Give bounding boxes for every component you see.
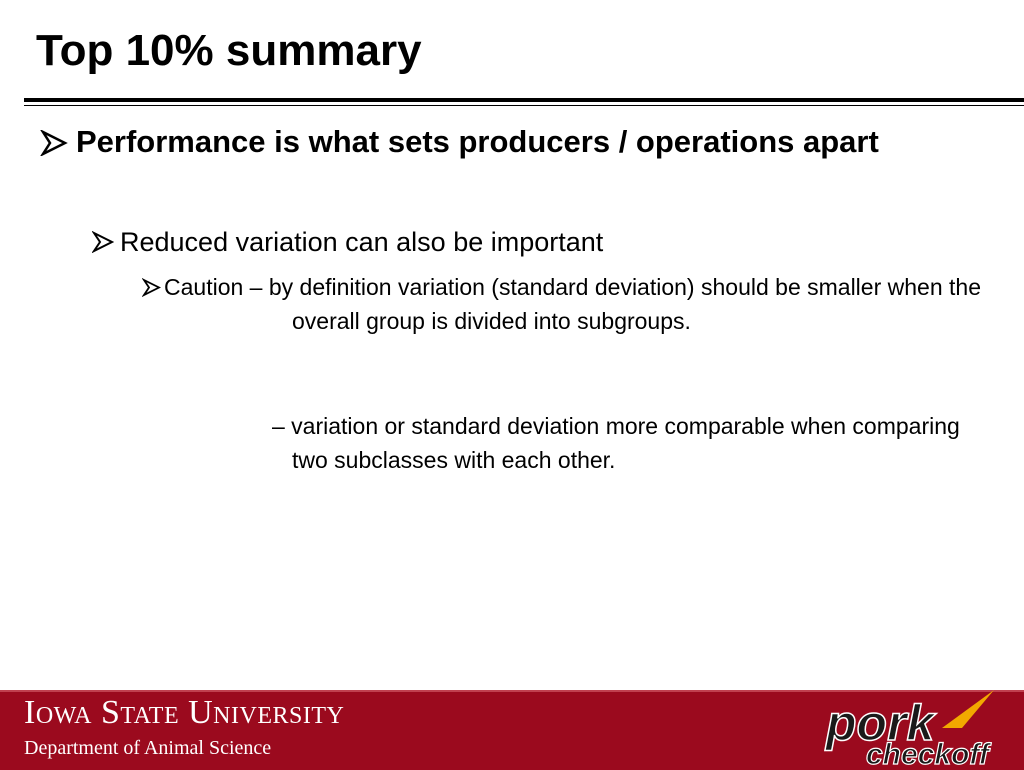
title-rule [24,98,1024,102]
footer-band [0,690,1024,770]
bullet-level-2: Reduced variation can also be important [120,227,604,257]
department-name: Department of Animal Science [24,737,272,759]
logo-swoosh [942,690,994,728]
logo-top: pork [824,695,937,751]
logo-bottom: checkoff [866,738,992,766]
title-rule-thin [24,105,1024,106]
bullet-level-3: – variation or standard deviation more c… [272,413,960,473]
bullet-level-3: Caution – by definition variation (stand… [164,274,981,334]
bullet-arrow [92,231,114,253]
bullet-arrow [142,278,161,297]
bullet-level-1: Performance is what sets producers / ope… [76,124,879,159]
slide-title: Top 10% summary [36,26,422,75]
logo: pork checkoff [823,690,994,766]
university-name: Iowa State University [24,694,345,731]
bullet-arrow [40,130,68,156]
